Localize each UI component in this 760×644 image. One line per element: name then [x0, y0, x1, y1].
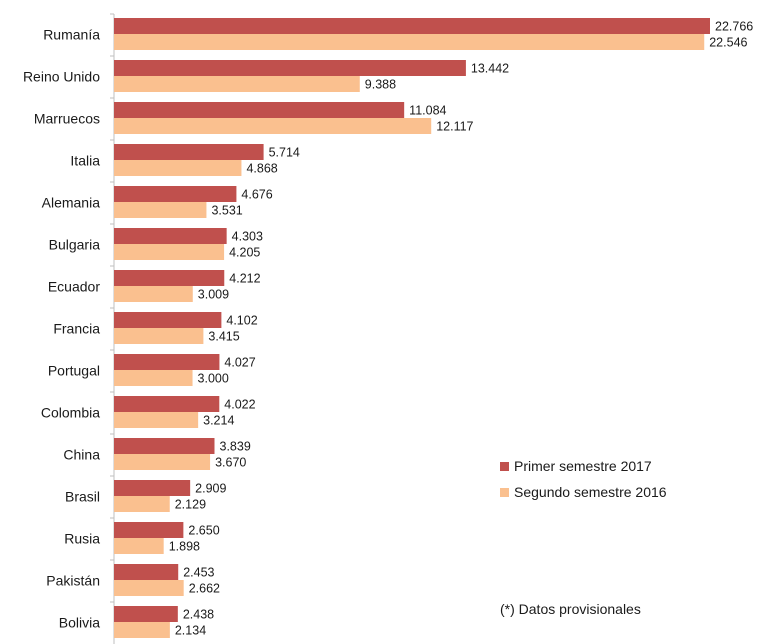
bar-series-2 — [114, 370, 193, 386]
data-label-series-1: 2.650 — [188, 523, 219, 537]
bar-series-1 — [114, 60, 466, 76]
data-label-series-2: 2.134 — [175, 623, 206, 637]
data-label-series-2: 3.000 — [198, 371, 229, 385]
data-label-series-1: 3.839 — [220, 439, 251, 453]
bar-series-1 — [114, 228, 227, 244]
data-label-series-2: 9.388 — [365, 77, 396, 91]
bar-series-2 — [114, 412, 199, 428]
data-label-series-1: 13.442 — [471, 61, 509, 75]
bar-series-2 — [114, 76, 360, 92]
bar-series-1 — [114, 312, 222, 328]
category-label: Colombia — [41, 405, 100, 421]
data-label-series-2: 12.117 — [436, 119, 473, 133]
footnote: (*) Datos provisionales — [500, 601, 641, 617]
legend-label-series-2: Segundo semestre 2016 — [514, 484, 667, 500]
data-label-series-1: 22.766 — [715, 19, 753, 33]
category-label: Portugal — [48, 363, 100, 379]
data-label-series-2: 4.205 — [229, 245, 260, 259]
legend-label-series-1: Primer semestre 2017 — [514, 458, 652, 474]
bar-series-1 — [114, 396, 220, 412]
bar-series-1 — [114, 522, 184, 538]
category-label: Reino Unido — [23, 69, 100, 85]
data-label-series-2: 2.662 — [189, 581, 220, 595]
bar-series-2 — [114, 580, 184, 596]
bar-series-2 — [114, 160, 242, 176]
category-label: Brasil — [65, 489, 100, 505]
data-label-series-1: 4.102 — [226, 313, 257, 327]
category-label: Alemania — [42, 195, 101, 211]
bar-series-1 — [114, 354, 220, 370]
legend-swatch-series-1 — [500, 461, 509, 471]
bar-series-2 — [114, 622, 170, 638]
category-label: China — [63, 447, 100, 463]
data-label-series-2: 4.868 — [246, 161, 277, 175]
data-label-series-1: 4.676 — [241, 187, 272, 201]
bar-series-2 — [114, 454, 211, 470]
bar-series-2 — [114, 34, 705, 50]
data-label-series-1: 4.022 — [224, 397, 255, 411]
bar-series-1 — [114, 144, 264, 160]
bar-series-2 — [114, 538, 164, 554]
data-label-series-1: 2.453 — [183, 565, 214, 579]
data-label-series-1: 4.212 — [229, 271, 260, 285]
data-label-series-1: 4.303 — [232, 229, 263, 243]
legend: Primer semestre 2017 Segundo semestre 20… — [500, 453, 667, 505]
legend-item-series-2: Segundo semestre 2016 — [500, 479, 667, 505]
data-label-series-1: 11.084 — [409, 103, 446, 117]
bar-series-2 — [114, 328, 204, 344]
data-label-series-2: 3.670 — [215, 455, 246, 469]
data-label-series-1: 2.909 — [195, 481, 226, 495]
data-label-series-2: 3.415 — [208, 329, 239, 343]
category-label: Pakistán — [46, 573, 100, 589]
category-label: Rumanía — [43, 27, 100, 43]
data-label-series-1: 5.714 — [269, 145, 300, 159]
category-label: Francia — [53, 321, 100, 337]
bar-series-1 — [114, 186, 237, 202]
bar-series-1 — [114, 564, 179, 580]
legend-swatch-series-2 — [500, 487, 509, 497]
data-label-series-2: 2.129 — [175, 497, 206, 511]
category-label: Rusia — [64, 531, 100, 547]
bar-series-2 — [114, 244, 225, 260]
legend-item-series-1: Primer semestre 2017 — [500, 453, 667, 479]
category-label: Bolivia — [59, 615, 100, 631]
bar-series-1 — [114, 480, 191, 496]
data-label-series-2: 3.214 — [203, 413, 234, 427]
bar-series-1 — [114, 438, 215, 454]
bar-series-2 — [114, 202, 207, 218]
data-label-series-2: 3.531 — [211, 203, 242, 217]
category-label: Bulgaria — [49, 237, 101, 253]
category-label: Italia — [70, 153, 100, 169]
data-label-series-1: 4.027 — [224, 355, 255, 369]
bar-series-2 — [114, 496, 170, 512]
data-label-series-2: 22.546 — [709, 35, 747, 49]
data-label-series-1: 2.438 — [183, 607, 214, 621]
data-label-series-2: 1.898 — [169, 539, 200, 553]
data-label-series-2: 3.009 — [198, 287, 229, 301]
bar-series-2 — [114, 286, 193, 302]
bar-series-1 — [114, 102, 405, 118]
bar-series-2 — [114, 118, 432, 134]
bar-series-1 — [114, 270, 225, 286]
category-label: Marruecos — [34, 111, 100, 127]
bar-series-1 — [114, 606, 178, 622]
category-label: Ecuador — [48, 279, 100, 295]
bar-series-1 — [114, 18, 710, 34]
